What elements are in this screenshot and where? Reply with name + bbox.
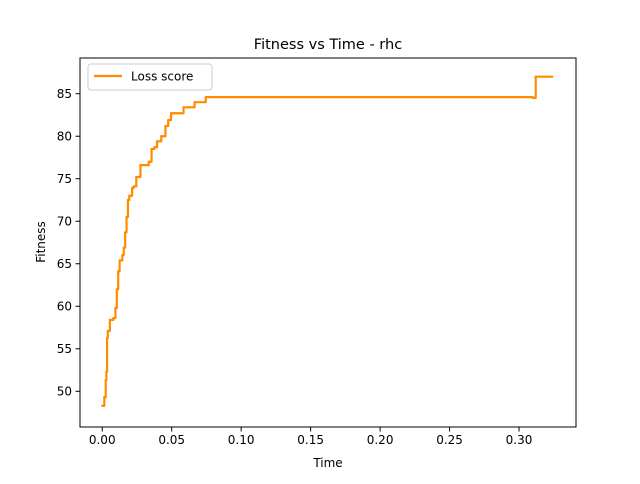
data-point <box>103 396 106 399</box>
data-point <box>182 106 185 109</box>
data-point <box>531 96 535 100</box>
x-axis: 0.00 0.05 0.10 0.15 0.20 0.25 0.30 <box>89 427 533 447</box>
data-point <box>551 75 554 78</box>
y-tick-label: 50 <box>57 385 72 399</box>
data-point <box>187 106 191 109</box>
legend-box <box>87 63 213 91</box>
data-point <box>534 75 537 78</box>
data-point <box>124 231 127 234</box>
data-point <box>131 186 134 190</box>
x-tick-label: 0.25 <box>436 433 463 447</box>
data-point <box>128 194 131 197</box>
data-point <box>132 185 135 188</box>
y-tick-label: 70 <box>57 215 72 229</box>
plot-area <box>79 57 577 428</box>
data-point <box>204 96 207 99</box>
data-point <box>160 135 163 138</box>
data-point <box>122 246 125 249</box>
data-point <box>156 140 159 143</box>
data-point <box>118 259 121 262</box>
y-tick-label: 55 <box>57 342 72 356</box>
data-point <box>115 288 118 291</box>
data-point <box>117 270 120 273</box>
data-point <box>104 379 107 382</box>
plot-frame <box>79 57 577 428</box>
x-tick-label: 0.10 <box>228 433 255 447</box>
y-axis: 50 55 60 65 70 75 80 85 <box>57 87 80 399</box>
data-point <box>135 175 138 179</box>
data-point <box>108 318 111 321</box>
data-point <box>106 329 109 333</box>
y-tick-label: 75 <box>57 172 72 186</box>
data-point <box>150 147 153 151</box>
x-tick-label: 0.05 <box>158 433 185 447</box>
y-axis-label: Fitness <box>34 221 48 263</box>
x-tick-label: 0.15 <box>297 433 324 447</box>
y-tick-label: 80 <box>57 130 72 144</box>
data-point <box>114 306 117 310</box>
data-point <box>112 317 115 320</box>
data-point <box>105 370 108 373</box>
data-point <box>125 215 128 219</box>
data-point <box>164 124 167 128</box>
data-point <box>167 118 170 122</box>
data-point <box>169 112 173 115</box>
x-axis-label: Time <box>312 456 342 470</box>
data-point <box>153 146 156 149</box>
data-point <box>147 160 150 163</box>
x-tick-label: 0.30 <box>506 433 533 447</box>
data-point <box>139 164 142 167</box>
data-point <box>121 254 124 257</box>
x-tick-label: 0.20 <box>367 433 394 447</box>
data-point <box>174 112 177 115</box>
x-tick-label: 0.00 <box>89 433 116 447</box>
data-point <box>126 198 130 202</box>
legend: Loss score <box>87 63 213 91</box>
legend-label: Loss score <box>131 70 193 84</box>
chart-title: Fitness vs Time - rhc <box>254 37 402 53</box>
y-tick-label: 60 <box>57 300 72 314</box>
series-layer <box>101 75 554 407</box>
y-tick-label: 65 <box>57 257 72 271</box>
y-tick-label: 85 <box>57 87 72 101</box>
data-point <box>101 404 104 407</box>
data-point <box>193 101 196 104</box>
data-point <box>501 96 504 99</box>
data-point <box>105 336 109 339</box>
